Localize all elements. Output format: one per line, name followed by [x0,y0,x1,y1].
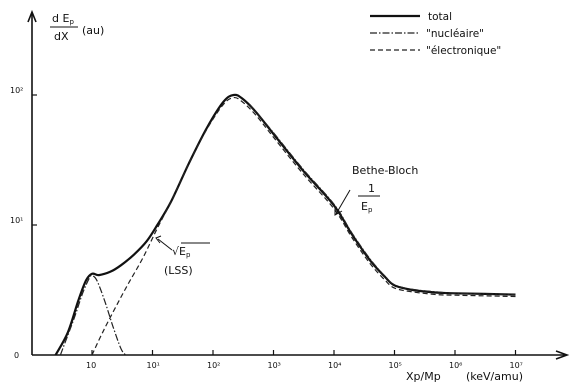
x-tick-label-0: 10 [86,361,96,370]
y-tick-label-2: 10² [10,86,23,95]
x-label-unit: (keV/amu) [466,370,523,383]
x-axis-label: Xp/Mp (keV/amu) [406,370,523,383]
x-tick-label-2: 10² [207,361,220,370]
bethe-bloch-annotation: Bethe-Bloch 1 Ep [334,164,418,216]
x-tick-label-5: 10⁵ [389,361,402,370]
bethe-bloch-arrow [335,189,351,215]
y-tick-label-0: 0 [14,351,19,360]
y-tick-label-1: 10¹ [10,216,23,225]
bethe-bloch-denominator: Ep [361,200,373,214]
x-tick-label-4: 10⁴ [328,361,341,370]
lss-annotation: √Ep (LSS) [155,235,210,277]
y-label-unit: (au) [82,24,104,37]
legend-label-nucleaire: "nucléaire" [426,28,484,40]
axes [27,9,570,360]
lss-label: (LSS) [164,264,193,277]
curve-nucleaire-high-energy [248,103,516,296]
x-label: Xp/Mp [406,370,441,383]
y-ticks: 0 10¹ 10² [10,86,37,360]
curves [54,93,516,356]
x-tick-label-7: 10⁷ [510,361,523,370]
x-axis-arrow [555,350,570,360]
x-tick-label-3: 10³ [268,361,281,370]
y-label-denominator: dX [54,30,69,43]
x-tick-label-6: 10⁶ [449,361,462,370]
legend: total "nucléaire" "électronique" [370,11,501,57]
y-axis-label: d Ep dX (au) [50,12,104,43]
lss-sqrt-label: √Ep [172,245,191,259]
curve-total [54,93,516,356]
bethe-bloch-arrowhead [334,207,343,216]
bethe-bloch-title: Bethe-Bloch [352,164,418,177]
y-axis-arrow [27,9,37,23]
x-ticks: 10 10¹ 10² 10³ 10⁴ 10⁵ 10⁶ 10⁷ [86,350,523,370]
curve-nucleaire [59,274,127,356]
bethe-bloch-numerator: 1 [368,182,375,195]
y-label-numerator: d Ep [52,12,74,26]
x-tick-label-1: 10¹ [147,361,160,370]
legend-label-electronique: "électronique" [426,45,501,57]
lss-arrow [157,238,173,251]
curve-electronique [91,96,516,356]
legend-label-total: total [428,11,452,23]
lss-arrowhead [155,235,162,244]
